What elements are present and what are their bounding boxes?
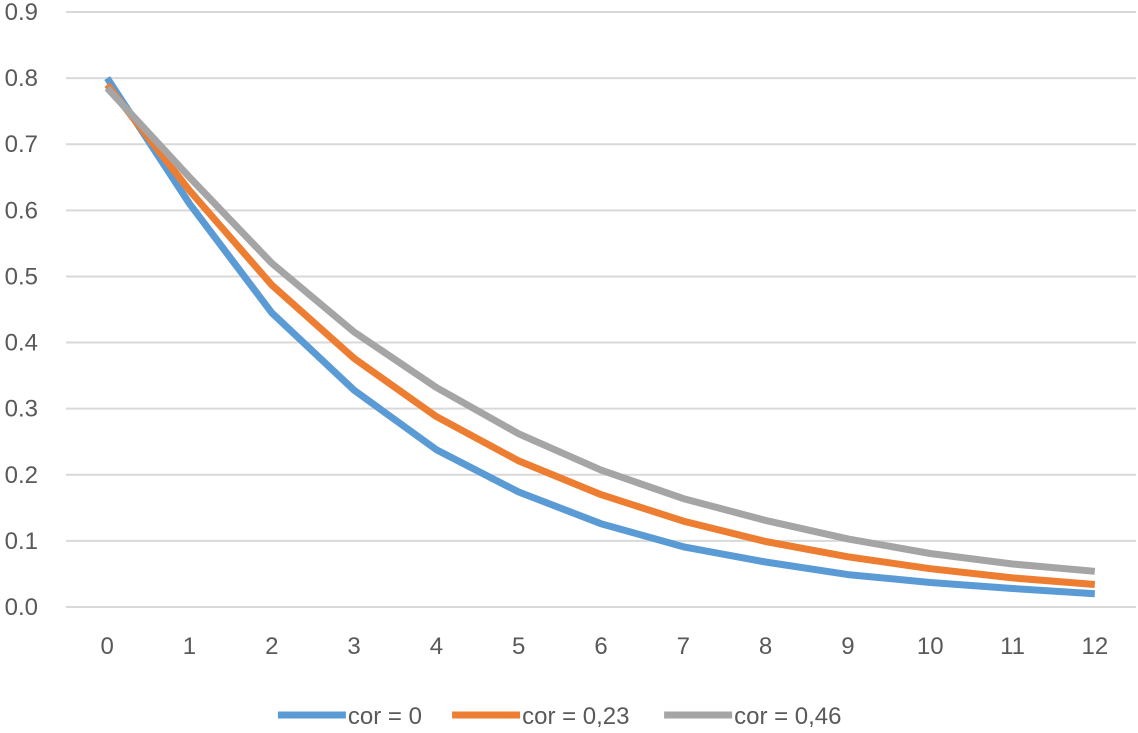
series-lines xyxy=(104,76,1096,598)
x-tick-label: 8 xyxy=(759,633,772,660)
x-tick-label: 10 xyxy=(917,633,944,660)
y-tick-label: 0.8 xyxy=(5,65,38,92)
gridlines xyxy=(66,11,1136,608)
x-tick-label: 1 xyxy=(183,633,196,660)
x-axis-ticks: 0 1 2 3 4 5 6 7 8 9 10 11 12 xyxy=(100,633,1108,660)
y-tick-label: 0.6 xyxy=(5,197,38,224)
x-tick-label: 6 xyxy=(594,633,607,660)
legend-item: cor = 0,46 xyxy=(664,703,842,730)
x-tick-label: 5 xyxy=(512,633,525,660)
y-tick-label: 0.2 xyxy=(5,462,38,489)
y-tick-label: 0.0 xyxy=(5,594,38,621)
legend-item: cor = 0,23 xyxy=(452,703,630,730)
y-tick-label: 0.7 xyxy=(5,131,38,158)
y-tick-label: 0.1 xyxy=(5,528,38,555)
x-tick-label: 2 xyxy=(265,633,278,660)
legend-label: cor = 0,46 xyxy=(734,703,841,730)
legend-label: cor = 0,23 xyxy=(522,703,629,730)
y-axis-ticks: 0.0 0.1 0.2 0.3 0.4 0.5 0.6 0.7 0.8 0.9 xyxy=(5,0,38,621)
x-tick-label: 12 xyxy=(1081,633,1108,660)
y-tick-label: 0.4 xyxy=(5,330,38,357)
legend-label: cor = 0 xyxy=(348,703,422,730)
x-tick-label: 9 xyxy=(841,633,854,660)
y-tick-label: 0.3 xyxy=(5,396,38,423)
y-tick-label: 0.5 xyxy=(5,263,38,290)
x-tick-label: 3 xyxy=(347,633,360,660)
legend: cor = 0 cor = 0,23 cor = 0,46 xyxy=(277,703,842,730)
series-line-3 xyxy=(104,85,1096,575)
x-tick-label: 0 xyxy=(100,633,113,660)
x-tick-label: 11 xyxy=(1000,633,1025,660)
y-tick-label: 0.9 xyxy=(5,0,38,26)
series-line-2 xyxy=(104,82,1096,588)
x-tick-label: 4 xyxy=(430,633,443,660)
series-line-1 xyxy=(104,76,1096,598)
legend-item: cor = 0 xyxy=(277,703,422,730)
x-tick-label: 7 xyxy=(677,633,690,660)
